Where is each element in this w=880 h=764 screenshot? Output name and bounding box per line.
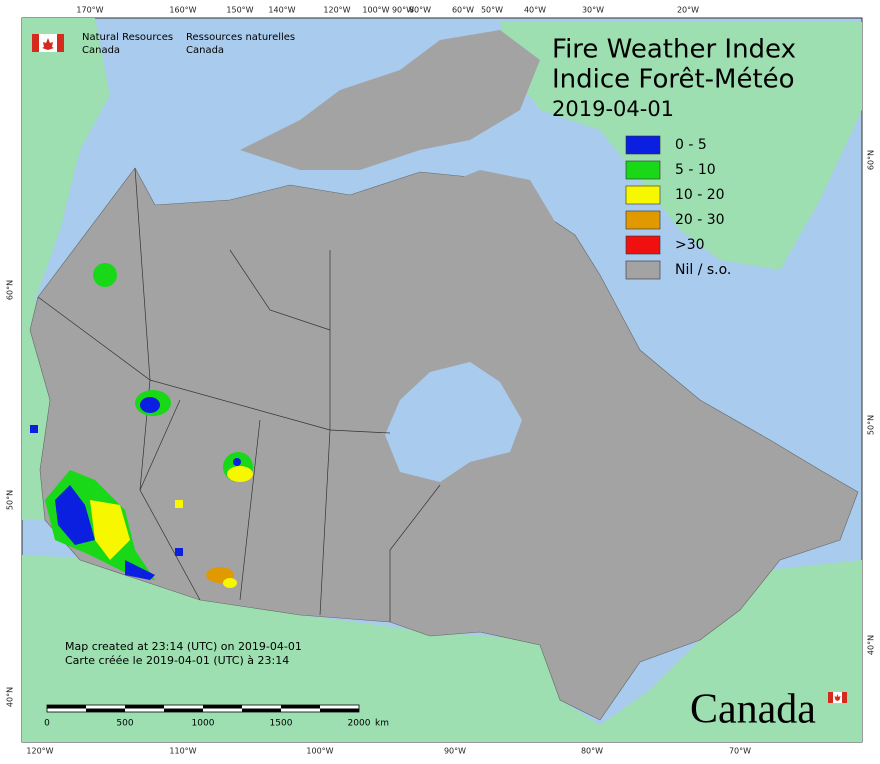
note: Carte créée le 2019-04-01 (UTC) à 23:14 [65,654,289,667]
fire-patch [140,397,160,413]
scale-bar [46,704,360,713]
boundary [37,296,391,434]
legend-swatch [625,210,661,230]
wordmark: Canada [690,687,816,733]
legend-swatch [625,135,661,155]
graticule-label: 150°W [226,6,253,15]
baffin-island [430,170,560,260]
scale-labels: 0 500 1000 1500 2000 [44,719,371,729]
fire-patch [93,263,117,287]
fire-patch [175,548,183,556]
graticule-label: 40°W [524,6,546,15]
graticule-label: 100°W [362,6,389,15]
graticule: 170°W 160°W 150°W 140°W 120°W 100°W 90°W80°W 60… [6,6,876,756]
boundary [134,167,201,601]
graticule-label: 20°W [677,6,699,15]
graticule-label: 140°W [268,6,295,15]
graticule-label: 110°W [169,747,196,756]
graticule-label: 120°W [323,6,350,15]
graticule-label: 70°W [729,747,751,756]
legend-label: 20 - 30 [675,212,725,228]
legend-label: >30 [675,237,705,253]
scale-label: 1000 [192,719,215,729]
graticule-label: 30°W [582,6,604,15]
graticule-label: 60°N [6,280,15,300]
legend-label: 0 - 5 [675,137,707,153]
fire-patch [90,500,130,560]
graticule-label: 170°W [76,6,103,15]
graticule-label: 60°N [867,150,876,170]
note: Map created at 23:14 (UTC) on 2019-04-01 [65,640,302,653]
land-west [22,18,110,300]
scale-label: 0 [44,719,50,729]
title: Indice Forêt-Météo [552,65,795,95]
graticule-label: 80°W [409,6,431,15]
fire-patch [175,500,183,508]
fire-patch [223,578,237,588]
fire-patch [125,560,155,580]
graticule-label: 120°W [26,747,53,756]
graticule-label: 50°W [481,6,503,15]
legend-swatch [625,160,661,180]
legend: 0 - 5 5 - 10 10 - 20 20 - 30 >30 Nil / s.o. [625,135,731,280]
title: Fire Weather Index [552,35,796,65]
scale-unit: km [375,719,389,729]
agency-fr: Ressources naturelles [186,32,295,43]
boundary [229,249,331,331]
graticule-label: 90°W [392,6,414,15]
boundary [389,484,441,622]
date: 2019-04-01 [552,97,674,121]
graticule-label: 90°W [444,747,466,756]
graticule-label: 50°N [867,415,876,435]
boundary [319,250,331,616]
flag [32,34,64,52]
hudson-bay [385,362,522,482]
wordmark-flag [828,692,847,703]
graticule-label: 50°N [6,490,15,510]
graticule-label: 40°N [6,687,15,707]
boundary [239,419,261,601]
legend-label: 10 - 20 [675,187,725,203]
arctic-islands [240,30,540,170]
legend-label: Nil / s.o. [675,262,731,278]
boundary [139,399,181,491]
legend-swatch [625,235,661,255]
agency-fr: Canada [186,45,224,56]
scale-label: 1500 [270,719,293,729]
fire-patch [233,458,241,466]
fire-patch [55,485,95,545]
legend-label: 5 - 10 [675,162,716,178]
agency-en: Canada [82,45,120,56]
fire-patch [30,425,38,433]
graticule-label: 60°W [452,6,474,15]
graticule-label: 80°W [581,747,603,756]
agency-en: Natural Resources [82,32,173,43]
graticule-label: 100°W [306,747,333,756]
scale-label: 2000 [348,719,371,729]
legend-swatch [625,260,661,280]
legend-swatch [625,185,661,205]
graticule-label: 40°N [867,635,876,655]
fire-patch [227,466,253,482]
greenland [500,22,862,270]
scale-label: 500 [116,719,133,729]
graticule-label: 160°W [169,6,196,15]
